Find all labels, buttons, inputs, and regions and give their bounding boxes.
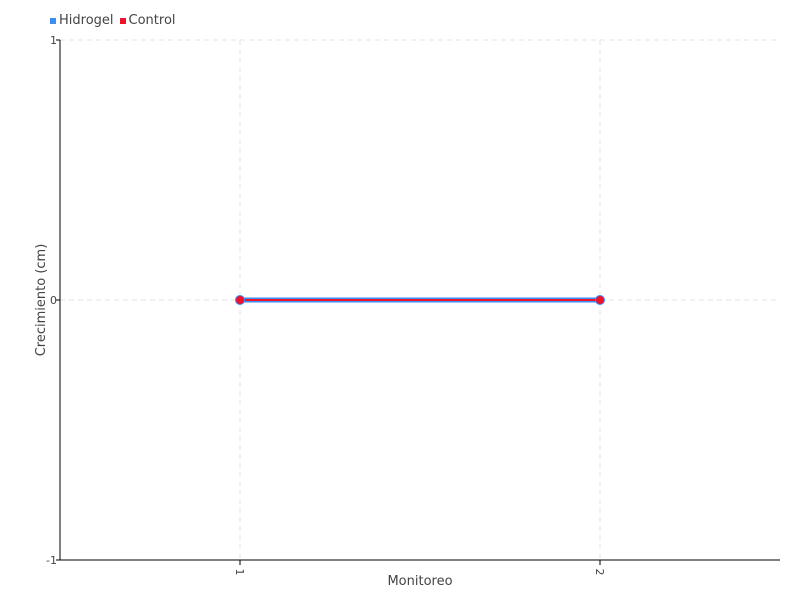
y-tick-label: 1 <box>50 34 57 47</box>
x-tick-label: 1 <box>233 569 246 576</box>
legend-swatch-hidrogel <box>50 17 56 24</box>
y-axis-label: Crecimiento (cm) <box>34 244 49 357</box>
legend-label-control: Control <box>128 13 176 28</box>
series <box>235 295 605 305</box>
legend-item-hidrogel[interactable]: Hidrogel <box>50 13 114 28</box>
x-axis-label: Monitoreo <box>387 574 452 589</box>
y-tick-label: 0 <box>50 294 57 307</box>
data-point-control <box>596 296 604 304</box>
legend: Hidrogel Control <box>50 13 176 28</box>
x-tick-label: 2 <box>593 569 606 576</box>
axes: 1 0 -1 1 2 <box>46 34 780 576</box>
data-point-control <box>236 296 244 304</box>
legend-item-control[interactable]: Control <box>119 13 176 28</box>
legend-label-hidrogel: Hidrogel <box>59 13 114 28</box>
y-tick-label: -1 <box>46 554 57 567</box>
legend-swatch-control <box>119 17 126 24</box>
